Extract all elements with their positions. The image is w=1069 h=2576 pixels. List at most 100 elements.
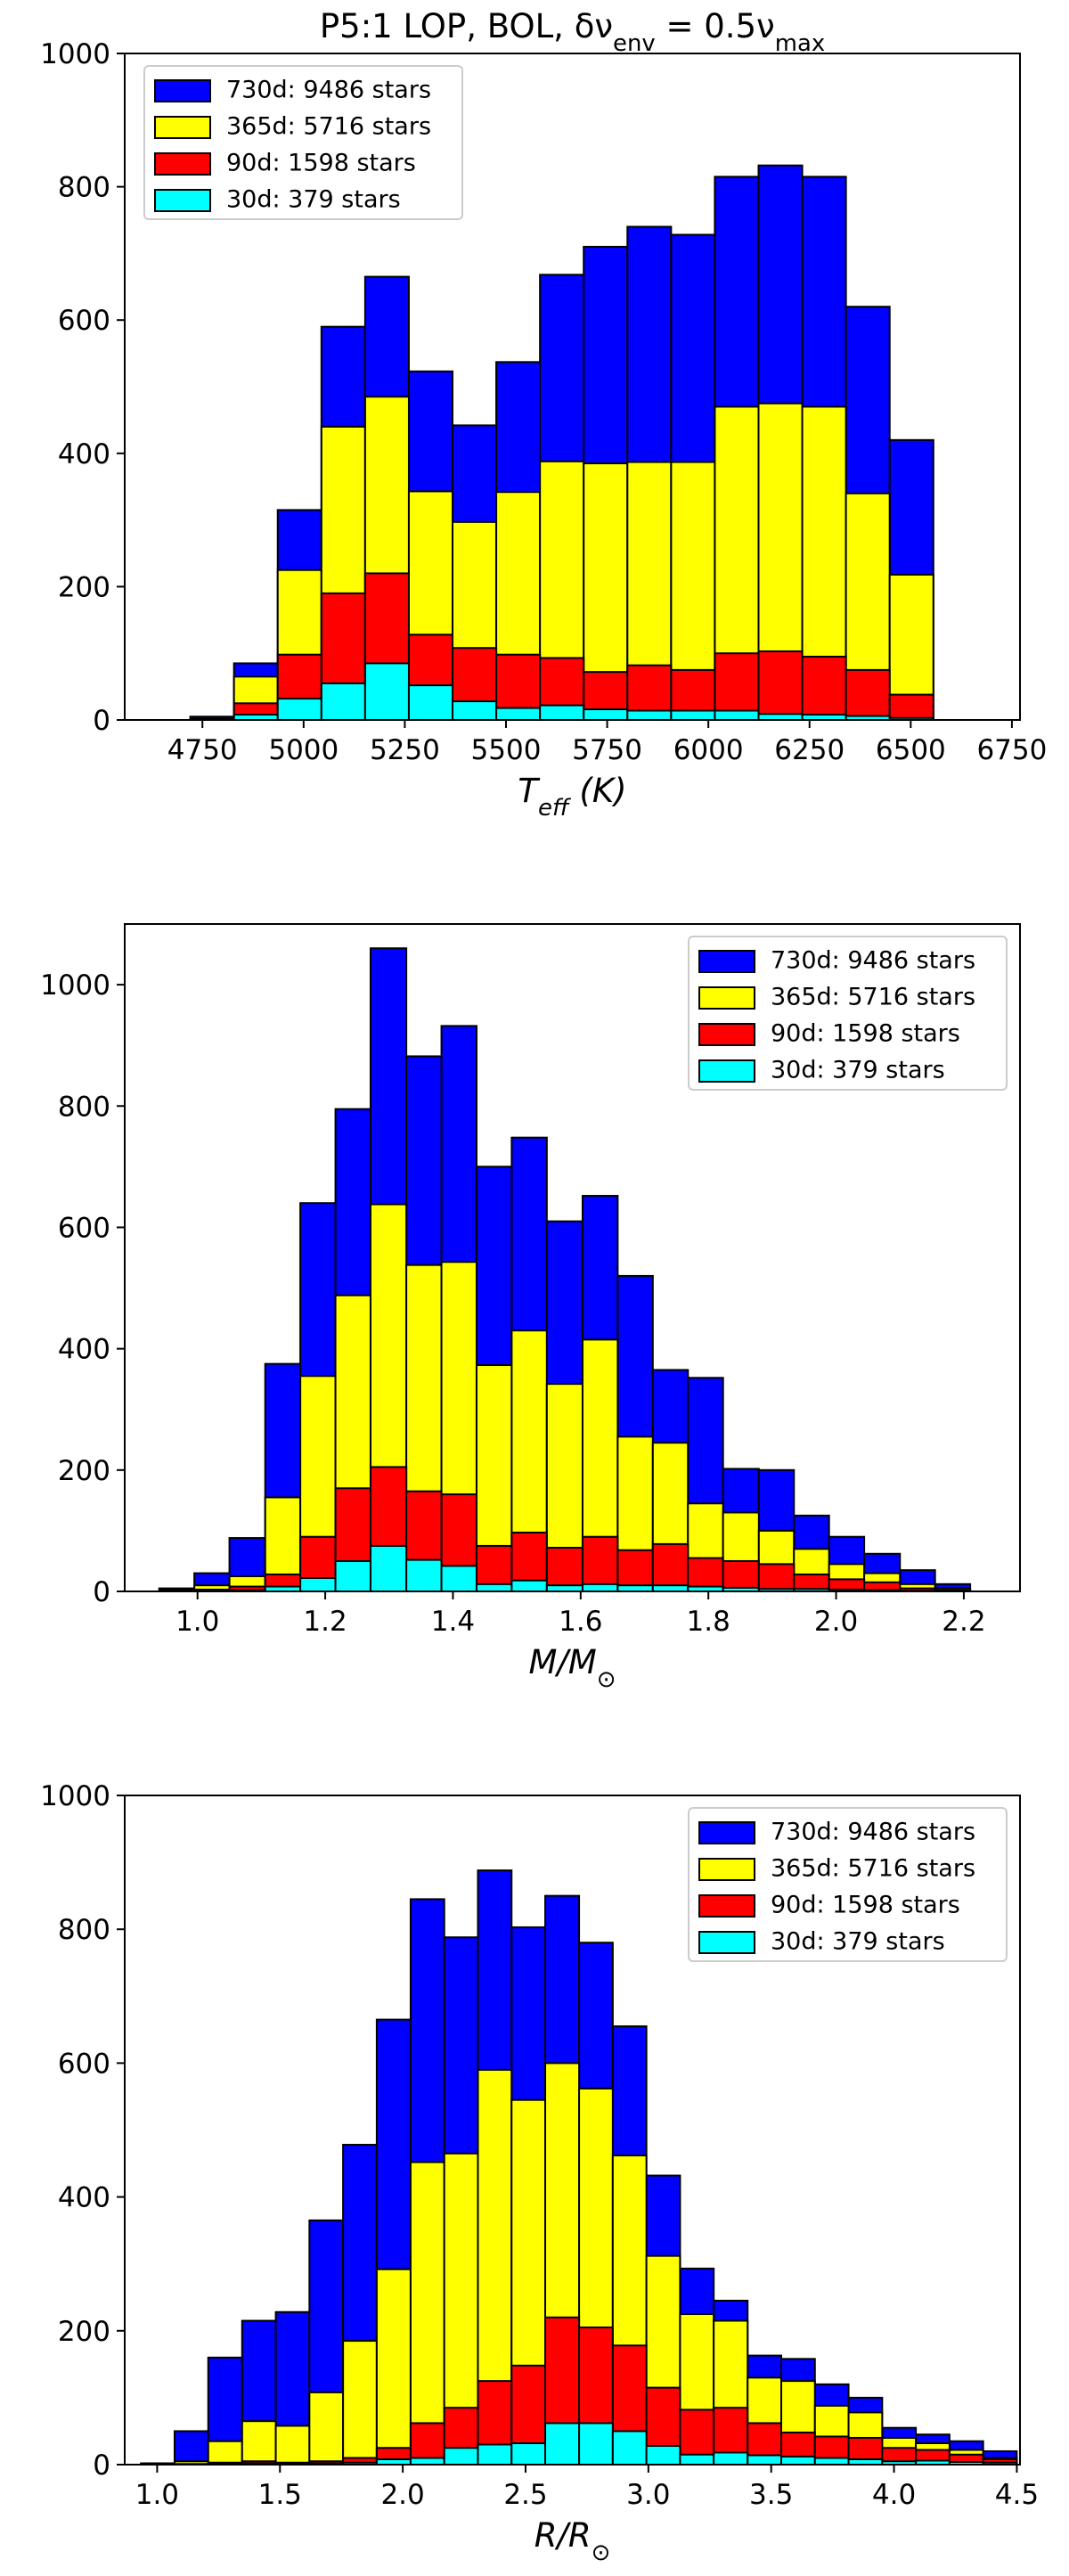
chart-title-part: P5:1 LOP, BOL, δν [320, 7, 613, 45]
legend-swatch [698, 1931, 755, 1954]
histogram-bar [407, 684, 454, 722]
chart-title-part: env [613, 30, 656, 57]
histogram-bar [780, 2455, 816, 2466]
x-tick-label: 5250 [370, 734, 440, 766]
histogram-panel: 0 200 400 600 800 1000 4750 5000 5250 5500 5750 600… [40, 7, 1047, 822]
x-tick-label: 6750 [976, 734, 1047, 766]
legend-label: 730d: 9486 stars [226, 77, 431, 104]
x-tick-label: 1.4 [431, 1606, 475, 1638]
x-axis-label-part: ⊙ [597, 1666, 616, 1693]
x-tick-label: 5750 [572, 734, 642, 766]
legend-swatch [698, 950, 755, 973]
histogram-bar [207, 2440, 243, 2466]
histogram-bar [539, 704, 585, 722]
histogram-bar [888, 693, 934, 721]
legend-swatch [698, 1023, 755, 1046]
legend-label: 90d: 1598 stars [771, 1020, 960, 1048]
x-axis-label-part: ⊙ [592, 2539, 611, 2566]
histogram-bar [611, 2430, 648, 2466]
y-tick-label: 200 [58, 571, 110, 603]
y-tick-label: 400 [58, 1334, 110, 1366]
histogram-bar [813, 2457, 850, 2466]
histogram-bar [409, 2457, 445, 2466]
histogram-bar [495, 707, 542, 722]
x-tick-label: 5000 [268, 734, 339, 766]
histogram-bar [477, 2443, 513, 2466]
y-tick-label: 600 [58, 2048, 110, 2080]
histogram-bar [651, 1542, 690, 1592]
x-tick-label: 4.0 [872, 2479, 916, 2511]
histogram-bar [651, 1584, 690, 1593]
histogram-bar [274, 2425, 311, 2466]
legend-swatch [154, 189, 211, 212]
chart-title-part: max [775, 30, 825, 57]
legend-label: 90d: 1598 stars [771, 1892, 960, 1919]
legend-label: 30d: 379 stars [771, 1928, 945, 1956]
x-axis-label: Teff (K) [518, 772, 626, 822]
legend-swatch [698, 1858, 755, 1881]
x-tick-label: 2.0 [380, 2479, 424, 2511]
histogram-bar [475, 1582, 513, 1593]
y-tick-label: 1000 [40, 1780, 110, 1812]
x-axis-label-part: R/R [534, 2516, 592, 2555]
histogram-panel: 0 200 400 600 800 1000 1.0 1.2 1.4 1.6 1.8 2.0 2.2 M/… [40, 923, 1021, 1693]
legend-label: 730d: 9486 stars [771, 947, 975, 975]
legend-swatch [698, 986, 755, 1010]
histogram-bar [276, 698, 322, 722]
x-axis-label-part: (K) [569, 772, 627, 810]
x-axis-label-part: T [518, 772, 540, 810]
y-tick-label: 400 [58, 2182, 110, 2214]
x-axis-label-part: M/M [528, 1643, 596, 1681]
x-tick-label: 2.0 [814, 1606, 858, 1638]
histogram-bar [334, 1559, 371, 1593]
legend-swatch [154, 79, 211, 102]
legend-label: 365d: 5716 stars [226, 113, 431, 141]
x-tick-label: 2.2 [942, 1606, 985, 1638]
y-tick-label: 600 [58, 1212, 110, 1244]
histogram-bar [757, 650, 804, 721]
legend-swatch [154, 152, 211, 176]
histogram-bar [299, 1577, 337, 1593]
y-tick-label: 0 [93, 2449, 110, 2482]
x-tick-label: 5500 [471, 734, 542, 766]
legend-frame [688, 1807, 1008, 1962]
histogram-bar [581, 1535, 619, 1592]
x-tick-label: 3.0 [626, 2479, 670, 2511]
x-tick-label: 1.8 [687, 1606, 730, 1638]
legend-label: 730d: 9486 stars [771, 1819, 975, 1846]
histogram-bar [757, 1563, 796, 1593]
x-axis-label: R/R⊙ [534, 2516, 611, 2566]
chart-title: P5:1 LOP, BOL, δνenv = 0.5νmax [320, 7, 825, 57]
chart-title-part: = 0.5ν [656, 7, 775, 45]
histogram-bar [241, 2420, 277, 2466]
histogram-bar [801, 655, 847, 721]
x-tick-label: 6250 [774, 734, 845, 766]
x-tick-label: 3.5 [749, 2479, 793, 2511]
legend-swatch [698, 1894, 755, 1918]
legend-swatch [698, 1821, 755, 1844]
histogram-bar [583, 708, 629, 721]
y-tick-label: 1000 [40, 38, 110, 70]
y-tick-label: 800 [58, 1914, 110, 1946]
histogram-bar [544, 2422, 581, 2466]
y-tick-label: 800 [58, 1091, 110, 1123]
histogram-bar [363, 662, 410, 721]
histogram-bar [670, 709, 716, 722]
y-tick-label: 200 [58, 2316, 110, 2348]
histogram-bar [369, 1544, 408, 1592]
x-tick-label: 1.0 [135, 2479, 179, 2511]
histogram-bar [308, 2391, 345, 2466]
histogram-bar [443, 2447, 479, 2466]
histogram-bar [342, 2340, 378, 2466]
histogram-bar [440, 1565, 477, 1593]
axes-frame [124, 53, 1021, 721]
histogram-bar [645, 2444, 681, 2466]
histogram-bar [173, 2430, 209, 2466]
histogram-bar [747, 2454, 782, 2466]
legend-label: 365d: 5716 stars [771, 1855, 975, 1883]
histogram-bar [722, 1559, 760, 1593]
legend-label: 365d: 5716 stars [771, 984, 975, 1011]
x-tick-label: 1.2 [303, 1606, 347, 1638]
histogram-bar [409, 2161, 445, 2466]
